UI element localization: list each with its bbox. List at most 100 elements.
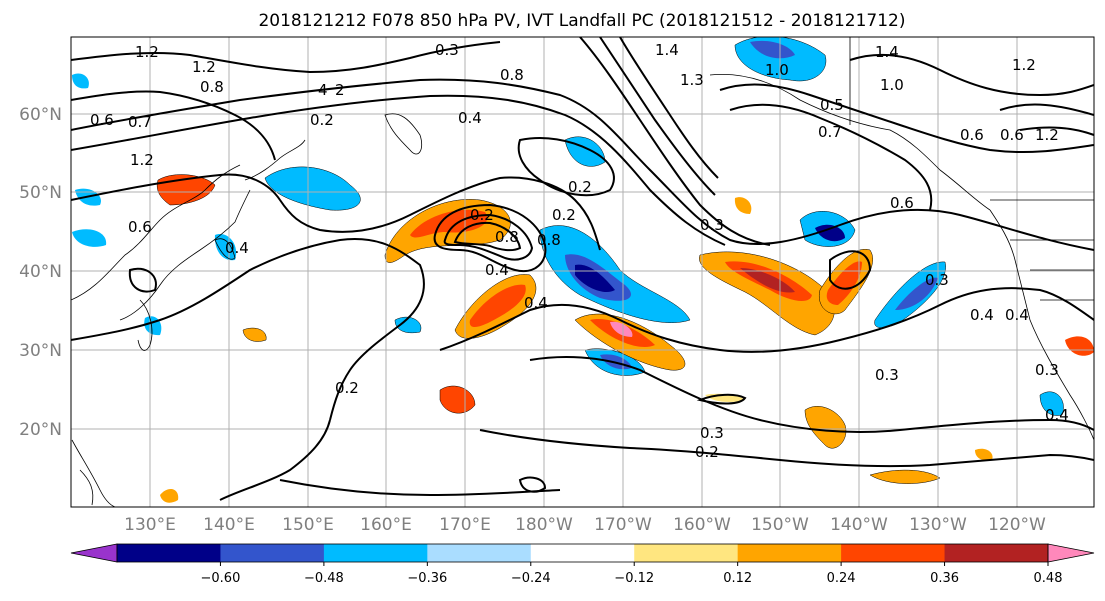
contour-labels: 1.2 1.2 0.8 2 4 0.7 1.2 0.6 0.6 0.4 0.2 … xyxy=(90,41,1069,461)
contour-label: 0.4 xyxy=(458,109,482,127)
contour-label: 0.4 xyxy=(1045,406,1069,424)
contour-line xyxy=(729,103,933,211)
contour-label: 0.2 xyxy=(568,178,592,196)
contour-label: 0.2 xyxy=(310,111,334,129)
lon-label: 150°E xyxy=(282,515,334,535)
contour-label: 0.3 xyxy=(435,41,459,59)
contour-label: 0.3 xyxy=(875,366,899,384)
positive-anomaly xyxy=(439,385,476,414)
contour-line xyxy=(439,287,1094,353)
contour-line xyxy=(579,37,771,246)
ivt-contours xyxy=(71,37,1094,501)
negative-anomaly xyxy=(1039,391,1064,416)
colorbar-tick-label: 0.12 xyxy=(723,571,752,586)
coastlines xyxy=(71,37,1094,507)
colorbar-segment xyxy=(427,544,532,562)
negative-anomaly xyxy=(72,73,89,89)
contour-line xyxy=(529,356,1094,433)
contour-line xyxy=(71,78,1094,251)
colorbar-segment xyxy=(323,544,428,562)
contour-label: 0.4 xyxy=(970,306,994,324)
contour-label: 0.4 xyxy=(1005,306,1029,324)
lat-label: 40°N xyxy=(19,262,62,282)
contour-line xyxy=(279,479,561,497)
contour-line xyxy=(599,37,716,196)
colorbar-segment xyxy=(841,544,946,562)
positive-anomaly xyxy=(1065,336,1094,356)
positive-anomaly xyxy=(734,197,752,214)
contour-label: 1.2 xyxy=(135,43,159,61)
contour-line xyxy=(71,173,601,251)
contour-label: 0.8 xyxy=(500,66,524,84)
contour-line xyxy=(71,41,501,74)
colorbar-tick-label: 0.48 xyxy=(1034,571,1063,586)
negative-anomaly xyxy=(72,229,107,247)
colorbar: −0.60 −0.48 −0.36 −0.24 −0.12 0.12 0.24 0.36 0.4… xyxy=(70,543,1095,586)
contour-label: 0.7 xyxy=(818,123,842,141)
positive-anomaly xyxy=(410,209,488,238)
lon-label: 150°W xyxy=(751,515,809,535)
colorbar-segment xyxy=(530,544,635,562)
negative-anomaly xyxy=(895,277,938,310)
contour-line xyxy=(479,429,1094,468)
positive-anomaly xyxy=(610,321,633,337)
contour-label: 1.0 xyxy=(765,61,789,79)
contour-label: 0.2 xyxy=(335,379,359,397)
contour-label: 0.6 xyxy=(1000,126,1024,144)
lat-label: 30°N xyxy=(19,341,62,361)
contour-line xyxy=(619,37,719,179)
contour-label: 0.6 xyxy=(960,126,984,144)
colorbar-segment xyxy=(117,544,221,562)
contour-line xyxy=(849,53,1094,97)
contour-label: 2 xyxy=(335,81,345,99)
contour-line xyxy=(443,213,534,261)
contour-line xyxy=(696,393,747,405)
colorbar-tick-label: 0.36 xyxy=(930,571,959,586)
contour-label: 0.8 xyxy=(200,78,224,96)
lon-label: 170°E xyxy=(439,515,491,535)
colorbar-tick-label: −0.12 xyxy=(614,571,654,586)
contour-line xyxy=(433,203,547,273)
contour-label: 0.3 xyxy=(700,424,724,442)
contour-line xyxy=(518,476,547,493)
lon-label: 130°E xyxy=(124,515,176,535)
colorbar-tick-label: 0.24 xyxy=(827,571,856,586)
contour-line xyxy=(999,103,1094,116)
contour-line xyxy=(128,267,157,293)
lon-label: 120°W xyxy=(988,515,1046,535)
contour-label: 0.4 xyxy=(225,239,249,257)
negative-anomaly xyxy=(214,234,237,261)
contour-label: 1.4 xyxy=(875,43,899,61)
lon-label: 140°E xyxy=(203,515,255,535)
contour-label: 0.2 xyxy=(470,206,494,224)
positive-anomaly xyxy=(469,284,526,327)
contour-line xyxy=(829,250,872,290)
contour-line xyxy=(71,90,276,161)
colorbar-segment xyxy=(944,544,1049,562)
colorbar-tick-label: −0.24 xyxy=(511,571,551,586)
colorbar-frame xyxy=(116,543,1049,563)
contour-label: 0.5 xyxy=(820,96,844,114)
latitude-labels: 60°N 50°N 40°N 30°N 20°N xyxy=(19,105,62,440)
positive-anomaly xyxy=(242,327,267,342)
lon-label: 160°E xyxy=(360,515,412,535)
lat-label: 60°N xyxy=(19,105,62,125)
lon-label: 170°W xyxy=(594,515,652,535)
negative-anomaly xyxy=(264,166,361,211)
contour-label: 1.3 xyxy=(680,71,704,89)
contour-label: 0.6 xyxy=(890,194,914,212)
contour-label: 0.6 xyxy=(90,111,114,129)
colorbar-tick-label: −0.60 xyxy=(201,571,241,586)
contour-label: 1.2 xyxy=(130,151,154,169)
lat-label: 50°N xyxy=(19,183,62,203)
contour-label: 4 xyxy=(318,81,328,99)
colorbar-segment xyxy=(220,544,325,562)
contour-label: 0.4 xyxy=(524,294,548,312)
longitude-labels: 130°E 140°E 150°E 160°E 170°E 180°W 170°… xyxy=(124,515,1046,535)
lat-label: 20°N xyxy=(19,420,62,440)
contour-label: 0.8 xyxy=(495,228,519,246)
positive-anomaly xyxy=(869,469,941,484)
contour-line xyxy=(517,137,615,197)
contour-label: 0.3 xyxy=(700,216,724,234)
